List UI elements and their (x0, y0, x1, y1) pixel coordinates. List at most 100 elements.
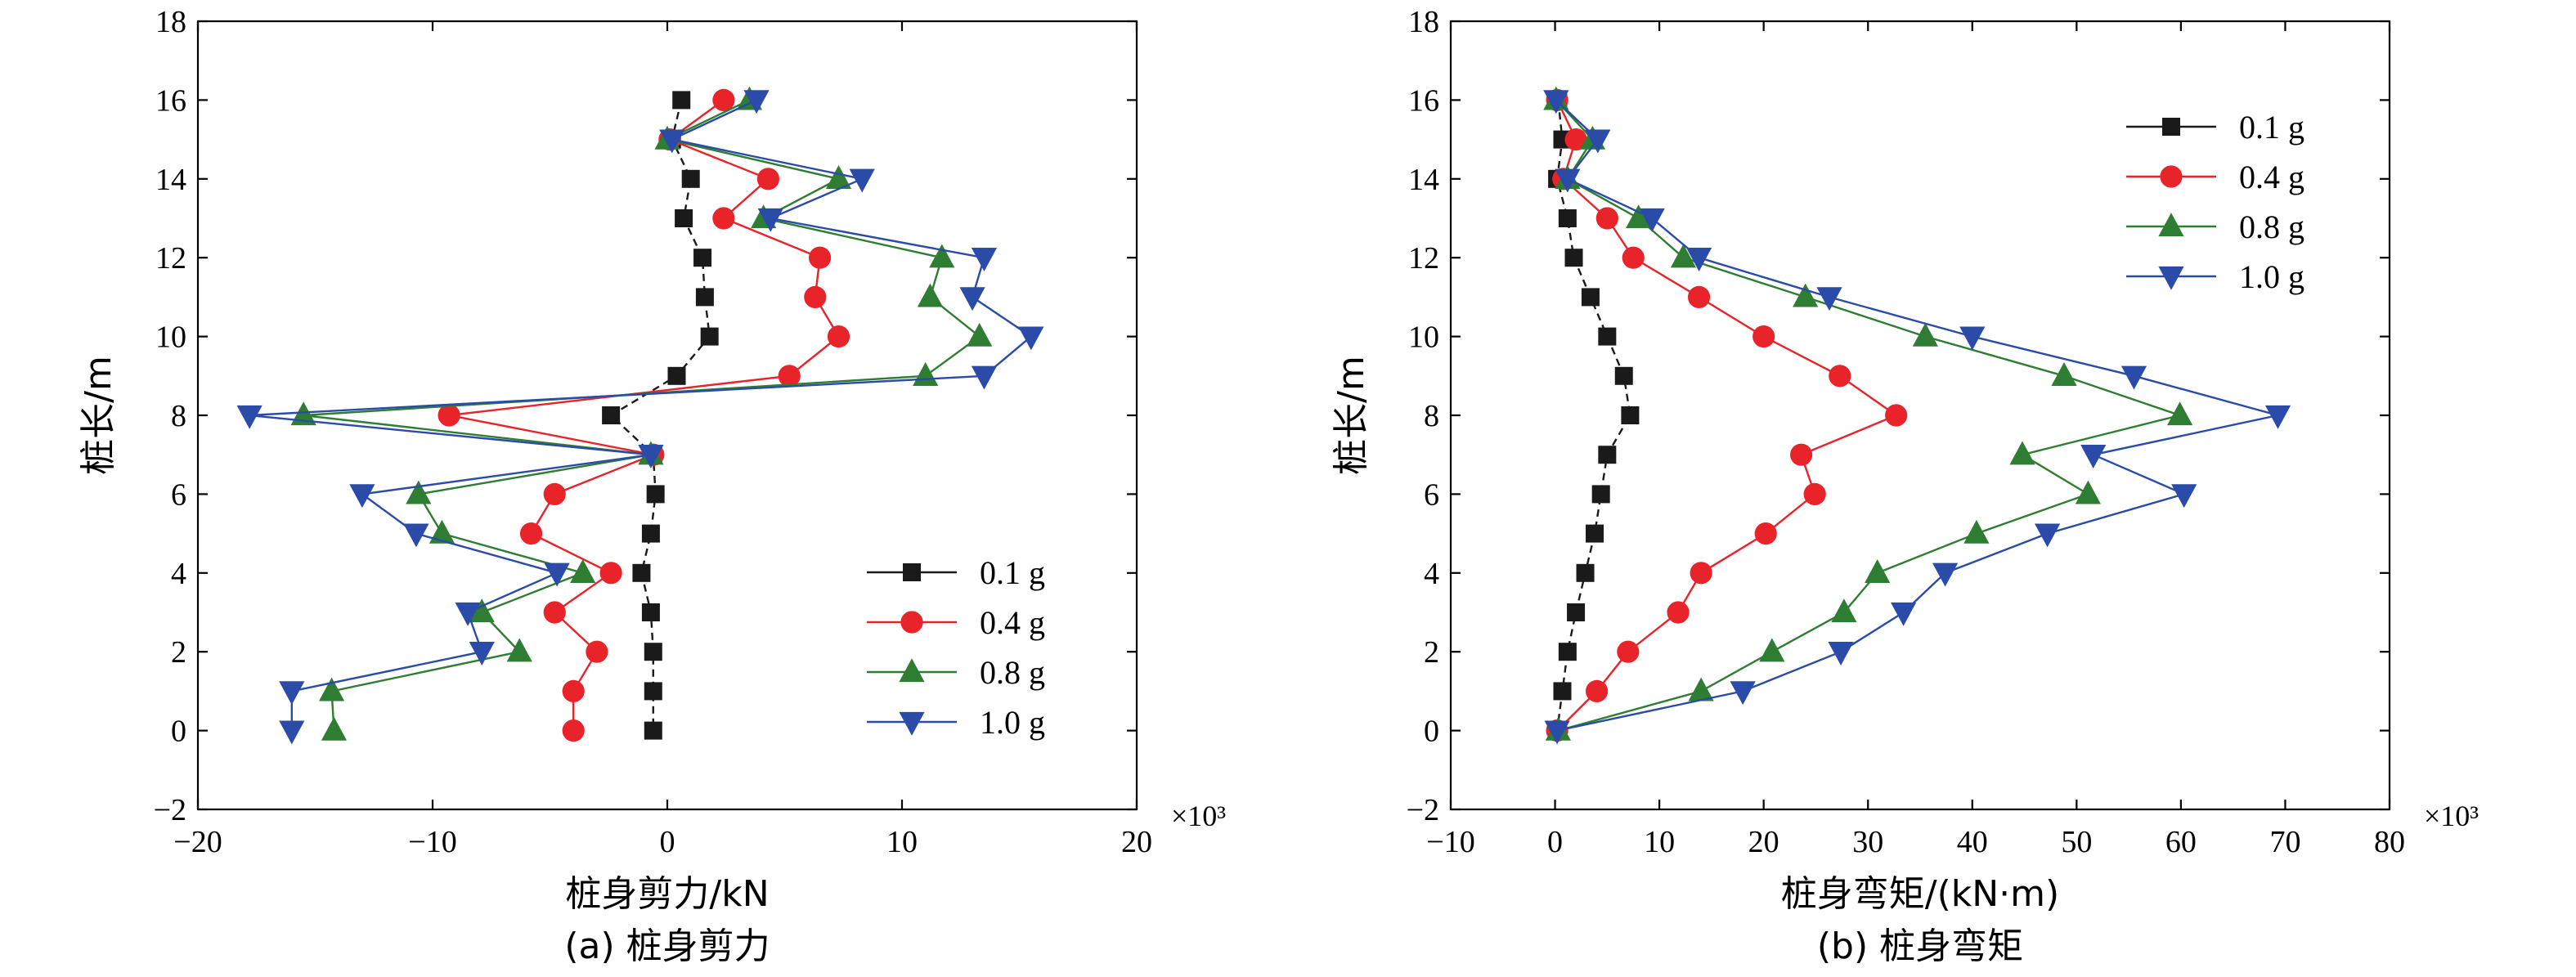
x-tick-label: 50 (2061, 825, 2092, 859)
series-0.1g (1548, 91, 1640, 740)
data-point (1567, 603, 1586, 621)
data-point (1598, 327, 1617, 346)
legend-marker (2158, 213, 2184, 237)
legend: 0.1 g 0.4 g 0.8 g 1.0 g (867, 554, 1045, 741)
data-point (1591, 485, 1610, 504)
x-tick-label: 20 (1748, 825, 1779, 859)
data-point (917, 283, 944, 307)
y-tick-label: 16 (155, 83, 186, 118)
data-point (1585, 679, 1609, 703)
data-point (2080, 445, 2107, 468)
data-point (672, 91, 691, 110)
data-point (1959, 326, 1986, 351)
data-point (641, 524, 660, 543)
data-point (1614, 366, 1633, 385)
legend-label: 0.8 g (2239, 208, 2304, 245)
legend-marker (2160, 165, 2183, 188)
data-point (1626, 204, 1652, 229)
data-point (659, 129, 685, 154)
legend-marker (899, 711, 925, 736)
data-point (1759, 638, 1785, 662)
data-point (804, 285, 827, 308)
x-tick-label: 30 (1852, 825, 1883, 859)
data-point (455, 602, 481, 626)
data-point (279, 681, 305, 706)
data-point (1730, 681, 1756, 706)
data-point (1687, 285, 1711, 308)
data-point (641, 603, 660, 621)
y-axis-label: 桩长/m (78, 356, 119, 475)
data-point (1555, 168, 1581, 193)
y-tick-label: −2 (154, 793, 186, 827)
data-point (236, 405, 263, 429)
data-point (1564, 128, 1587, 151)
data-point (913, 362, 939, 386)
data-point (1018, 326, 1044, 351)
y-tick-label: 18 (155, 5, 186, 39)
series-line (448, 99, 841, 731)
data-point (318, 677, 345, 701)
data-point (2171, 484, 2197, 509)
y-tick-label: 4 (1424, 557, 1439, 591)
data-point (1865, 559, 1891, 583)
data-point (403, 523, 429, 548)
panel-caption: (a) 桩身剪力 (564, 925, 770, 967)
data-point (1558, 643, 1577, 661)
y-tick-label: 8 (1424, 399, 1439, 433)
data-point (2167, 401, 2193, 426)
y-tick-label: 14 (155, 163, 186, 197)
data-point (808, 246, 832, 269)
data-point (849, 168, 875, 193)
data-point (2264, 405, 2291, 429)
legend-label: 0.4 g (2239, 159, 2304, 195)
data-point (1831, 598, 1857, 623)
data-point (1576, 563, 1595, 582)
data-point (1828, 642, 1854, 666)
data-point (562, 679, 585, 703)
data-point (967, 322, 993, 347)
data-point (599, 562, 622, 585)
data-point (1890, 602, 1917, 626)
data-point (646, 485, 665, 504)
x-axis-label: 桩身剪力/kN (565, 873, 769, 915)
data-point (959, 287, 985, 311)
data-point (681, 169, 700, 188)
data-point (1670, 244, 1697, 268)
y-tick-label: 6 (1424, 477, 1439, 512)
data-point (644, 721, 662, 740)
x-tick-label: −10 (408, 825, 456, 859)
series-0.1g (602, 91, 719, 740)
data-point (1667, 601, 1690, 624)
data-point (1789, 443, 1813, 466)
y-tick-label: 0 (171, 715, 186, 749)
data-point (1553, 682, 1572, 701)
y-tick-label: 2 (171, 635, 186, 670)
data-point (825, 165, 852, 189)
legend-label: 0.1 g (980, 554, 1045, 591)
data-point (1829, 365, 1851, 388)
legend-label: 0.8 g (980, 654, 1045, 691)
data-point (632, 563, 651, 582)
data-point (644, 682, 662, 701)
data-point (1963, 519, 1990, 544)
series-line (609, 100, 711, 731)
y-tick-label: 16 (1408, 83, 1439, 118)
data-point (586, 640, 608, 663)
x-tick-label: −10 (1426, 825, 1474, 859)
data-point (2075, 480, 2101, 504)
x-tick-label: 0 (1547, 825, 1563, 859)
y-tick-label: 2 (1424, 635, 1439, 670)
series-1.0g (236, 90, 1044, 745)
series-0.8g (290, 86, 993, 741)
data-point (1598, 446, 1617, 464)
data-point (1544, 720, 1570, 745)
x-tick-label: 60 (2165, 825, 2197, 859)
data-point (406, 480, 432, 504)
data-point (438, 404, 460, 427)
x-axis-multiplier: ×10³ (2424, 800, 2479, 832)
data-point (429, 519, 456, 544)
legend-label: 0.1 g (2239, 109, 2304, 146)
legend-label: 1.0 g (2239, 258, 2304, 295)
series-1.0g (1543, 90, 2291, 745)
